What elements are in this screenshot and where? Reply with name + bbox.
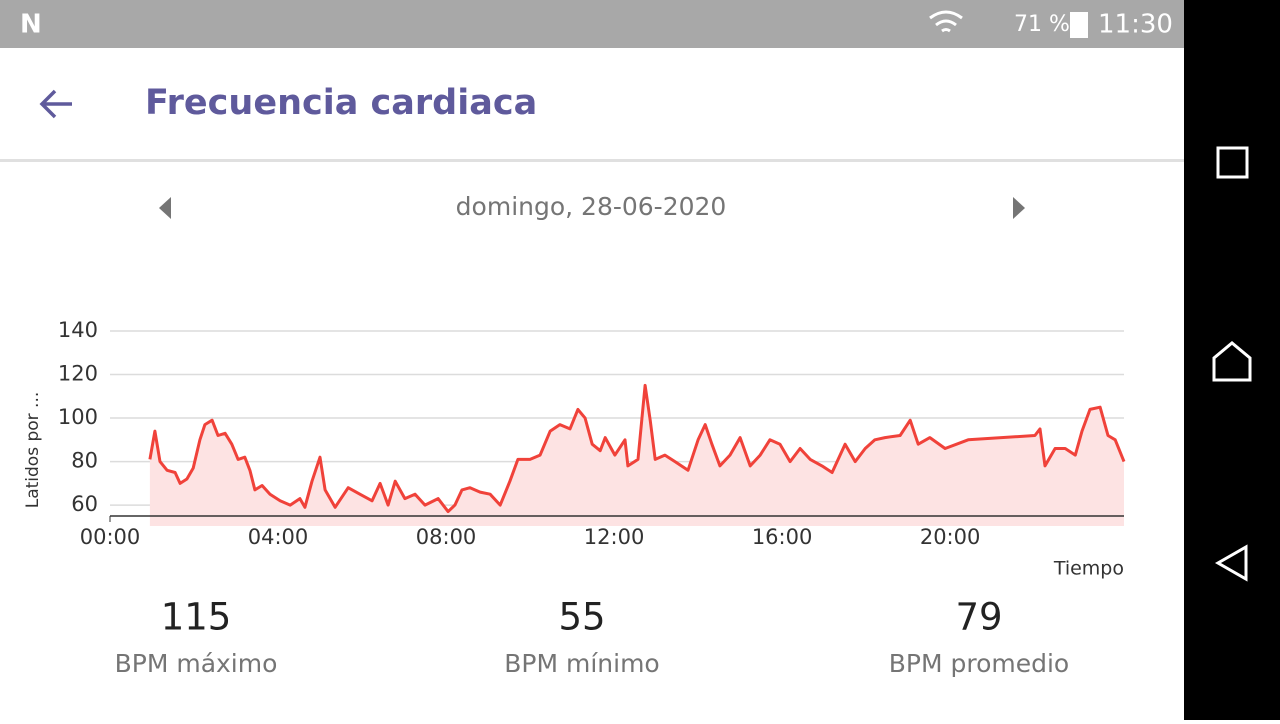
battery-text: 71 % xyxy=(1014,12,1070,37)
notification-icon: N xyxy=(20,10,42,40)
x-tick-label: 08:00 xyxy=(416,525,477,549)
next-day[interactable] xyxy=(1013,197,1025,219)
y-tick-label: 60 xyxy=(71,492,98,516)
wifi-icon xyxy=(929,10,963,33)
x-tick-label: 16:00 xyxy=(752,525,813,549)
chart: 60 80 100 120 140 00:00 04:00 08:00 12:00 16:00 20… xyxy=(23,318,1126,580)
stat-label: BPM máximo xyxy=(115,649,278,678)
x-axis-label: Tiempo xyxy=(1053,558,1124,580)
stat-value: 79 xyxy=(955,596,1002,639)
app-bar xyxy=(0,48,1184,160)
back-arrow[interactable] xyxy=(39,89,72,119)
stats: 115 BPM máximo 55 BPM mínimo 79 BPM promedio xyxy=(115,596,1070,679)
y-tick-label: 80 xyxy=(71,449,98,473)
nav-bar xyxy=(1184,0,1280,720)
y-axis-label: Latidos por ... xyxy=(23,392,43,509)
battery-icon xyxy=(1070,12,1088,38)
x-tick-label: 12:00 xyxy=(584,525,645,549)
x-tick-label: 04:00 xyxy=(248,525,309,549)
back-button[interactable] xyxy=(1214,544,1248,582)
x-tick-label: 20:00 xyxy=(920,525,981,549)
stat-label: BPM mínimo xyxy=(504,649,659,678)
y-tick-label: 120 xyxy=(58,362,98,386)
date-label: domingo, 28-06-2020 xyxy=(456,192,727,221)
app-bar-shadow xyxy=(0,159,1184,162)
y-tick-label: 100 xyxy=(58,405,98,429)
line xyxy=(148,383,1126,514)
clock: 11:30 xyxy=(1098,10,1173,40)
x-tick-label: 00:00 xyxy=(80,525,141,549)
prev-day[interactable] xyxy=(159,197,171,219)
home-button[interactable] xyxy=(1212,341,1252,382)
y-tick-label: 140 xyxy=(58,318,98,342)
page-title: Frecuencia cardiaca xyxy=(145,83,537,123)
status-bar xyxy=(0,0,1184,48)
stat-value: 115 xyxy=(161,596,232,639)
stat-label: BPM promedio xyxy=(889,649,1069,678)
recents-button[interactable] xyxy=(1216,146,1249,179)
stat-value: 55 xyxy=(558,596,605,639)
